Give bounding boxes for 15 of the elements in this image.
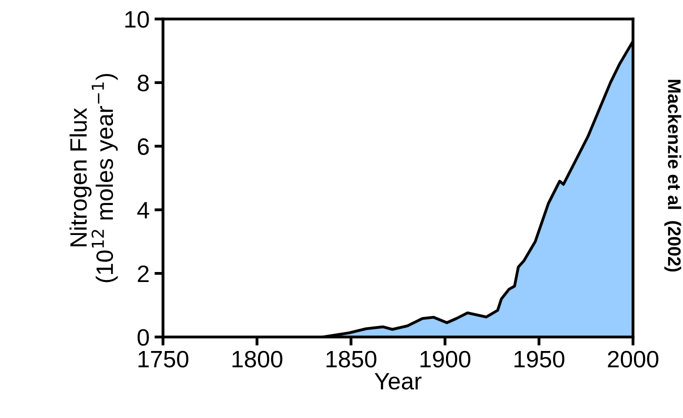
y-tick-label: 2 (138, 265, 149, 282)
y-axis-title: Nitrogen Flux (10$^{12}$ moles year$^{−1}$) (70, 74, 118, 282)
text: Mackenzie et al (2002) (664, 80, 682, 272)
x-tick-label: 1900 (420, 350, 470, 368)
x-tick-label: 1750 (138, 350, 188, 368)
y-tick-label: 8 (138, 74, 149, 92)
y-tick-label: 4 (137, 202, 150, 218)
x-tick-label: 2000 (608, 350, 658, 368)
y-tick-label: 6 (138, 138, 149, 155)
y-tick-label: 10 (125, 11, 149, 28)
y-tick-label: 0 (138, 329, 149, 346)
x-axis-title: Year (374, 373, 422, 390)
x-tick-label: 1950 (514, 350, 564, 368)
x-tick-label: 1850 (326, 350, 376, 368)
x-tick-label: 1800 (232, 350, 282, 368)
